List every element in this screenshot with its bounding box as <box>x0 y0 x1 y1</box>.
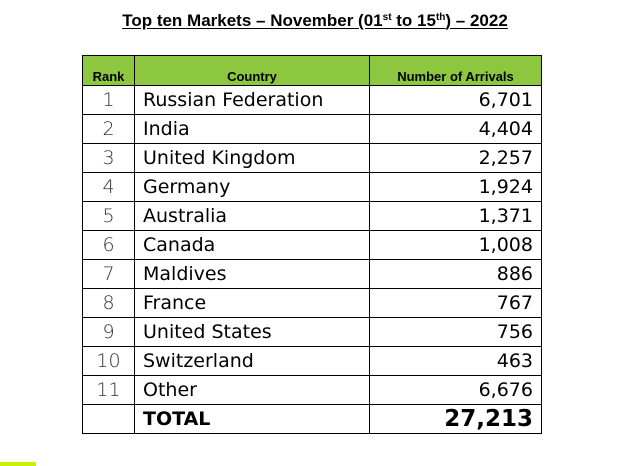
arrivals-cell: 767 <box>369 288 542 318</box>
table-row: 1 Russian Federation 6,701 <box>82 85 542 115</box>
rank-cell: 3 <box>82 143 135 173</box>
total-label: TOTAL <box>134 404 370 434</box>
page-title: Top ten Markets – November (01st to 15th… <box>0 11 630 31</box>
rank-cell: 5 <box>82 201 135 231</box>
rank-cell: 10 <box>82 346 135 376</box>
rank-header: Rank <box>82 55 135 86</box>
rank-cell: 9 <box>82 317 135 347</box>
title-part-3: ) – 2022 <box>445 11 508 30</box>
arrivals-cell: 1,008 <box>369 230 542 260</box>
total-value: 27,213 <box>369 404 542 434</box>
title-superscript-1: st <box>382 12 392 23</box>
arrivals-cell: 6,676 <box>369 375 542 405</box>
title-superscript-2: th <box>435 12 446 23</box>
total-rank-cell <box>82 404 135 434</box>
country-cell: Maldives <box>134 259 370 289</box>
corner-highlight-mark <box>0 462 36 466</box>
arrivals-cell: 463 <box>369 346 542 376</box>
table-row: 2 India 4,404 <box>82 114 542 144</box>
arrivals-header: Number of Arrivals <box>369 55 542 86</box>
country-cell: Russian Federation <box>134 85 370 115</box>
arrivals-cell: 2,257 <box>369 143 542 173</box>
arrivals-cell: 886 <box>369 259 542 289</box>
table-row: 9 United States 756 <box>82 317 542 347</box>
country-cell: Germany <box>134 172 370 202</box>
arrivals-cell: 1,371 <box>369 201 542 231</box>
arrivals-cell: 756 <box>369 317 542 347</box>
top-markets-table: Rank Country Number of Arrivals 1 Russia… <box>82 55 542 434</box>
country-cell: France <box>134 288 370 318</box>
table-row: 3 United Kingdom 2,257 <box>82 143 542 173</box>
rank-cell: 6 <box>82 230 135 260</box>
country-cell: Australia <box>134 201 370 231</box>
rank-cell: 4 <box>82 172 135 202</box>
country-header: Country <box>134 55 370 86</box>
country-cell: Switzerland <box>134 346 370 376</box>
table-row: 4 Germany 1,924 <box>82 172 542 202</box>
country-cell: United Kingdom <box>134 143 370 173</box>
title-part-1: Top ten Markets – November (01 <box>122 11 383 30</box>
table-row: 5 Australia 1,371 <box>82 201 542 231</box>
table-header-row: Rank Country Number of Arrivals <box>82 55 542 86</box>
rank-cell: 8 <box>82 288 135 318</box>
table-row: 7 Maldives 886 <box>82 259 542 289</box>
rank-cell: 1 <box>82 85 135 115</box>
title-part-2: to 15 <box>391 11 436 30</box>
country-cell: Other <box>134 375 370 405</box>
rank-cell: 2 <box>82 114 135 144</box>
arrivals-cell: 4,404 <box>369 114 542 144</box>
table-row: 10 Switzerland 463 <box>82 346 542 376</box>
table-row: 11 Other 6,676 <box>82 375 542 405</box>
country-cell: United States <box>134 317 370 347</box>
rank-cell: 7 <box>82 259 135 289</box>
table-row: 8 France 767 <box>82 288 542 318</box>
country-cell: Canada <box>134 230 370 260</box>
rank-cell: 11 <box>82 375 135 405</box>
arrivals-cell: 1,924 <box>369 172 542 202</box>
table-row: 6 Canada 1,008 <box>82 230 542 260</box>
country-cell: India <box>134 114 370 144</box>
arrivals-cell: 6,701 <box>369 85 542 115</box>
total-row: TOTAL 27,213 <box>82 404 542 434</box>
